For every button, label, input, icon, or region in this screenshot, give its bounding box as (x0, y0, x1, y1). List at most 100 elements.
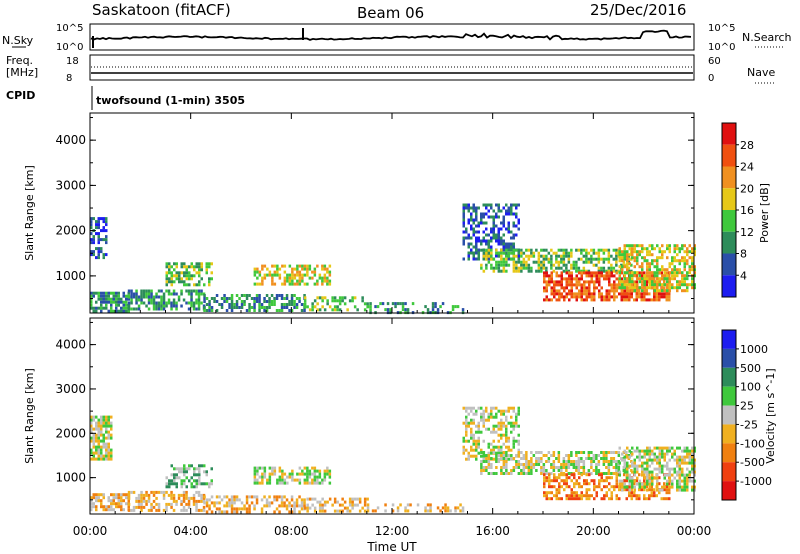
data-cell (100, 229, 103, 233)
data-cell (631, 476, 634, 480)
data-cell (102, 433, 105, 437)
data-cell (655, 494, 658, 498)
data-cell (673, 449, 676, 453)
data-cell (100, 306, 103, 310)
data-cell (593, 280, 596, 284)
data-cell (517, 254, 520, 258)
data-cell (256, 282, 259, 286)
data-cell (645, 292, 648, 296)
data-cell (691, 488, 694, 492)
data-cell (648, 476, 651, 480)
data-cell (517, 248, 520, 252)
data-cell (608, 283, 611, 287)
data-cell (668, 265, 671, 269)
data-cell (653, 274, 656, 278)
data-cell (552, 460, 556, 463)
data-cell (117, 291, 120, 295)
data-cell (558, 298, 561, 302)
data-cell (605, 274, 608, 278)
data-cell (638, 250, 641, 254)
data-cell (545, 257, 548, 261)
data-cell (301, 264, 304, 268)
data-cell (266, 478, 269, 482)
data-cell (628, 482, 631, 486)
data-cell (492, 209, 495, 213)
data-cell (618, 256, 621, 260)
data-cell (90, 436, 93, 440)
data-cell (485, 221, 488, 225)
data-cell (500, 236, 503, 240)
data-cell (105, 294, 108, 298)
data-cell (293, 300, 296, 303)
data-cell (190, 482, 193, 486)
data-cell (152, 298, 156, 302)
data-cell (275, 495, 279, 499)
data-cell (248, 303, 251, 306)
data-cell (343, 500, 347, 504)
nsky-line (90, 29, 692, 41)
data-cell (132, 505, 136, 509)
data-cell (600, 248, 603, 252)
data-cell (225, 495, 229, 499)
data-cell (298, 481, 302, 485)
data-cell (583, 292, 586, 296)
ytick-label: 3000 (55, 382, 86, 396)
data-cell (293, 501, 296, 505)
data-cell (256, 469, 259, 473)
data-cell (366, 302, 369, 306)
data-cell (510, 415, 513, 419)
data-cell (338, 302, 342, 306)
data-cell (633, 283, 636, 287)
data-cell (283, 264, 287, 268)
data-cell (558, 485, 561, 489)
data-cell (95, 300, 98, 304)
data-cell (105, 253, 108, 257)
data-cell (132, 292, 136, 296)
data-cell (308, 481, 312, 485)
data-cell (258, 306, 261, 309)
data-cell (593, 289, 596, 293)
data-cell (480, 448, 483, 452)
data-cell (198, 268, 201, 272)
data-cell (293, 507, 296, 511)
data-cell (580, 248, 583, 252)
data-cell (645, 485, 648, 489)
data-cell (678, 461, 681, 465)
data-cell (653, 491, 656, 495)
data-cell (475, 245, 478, 249)
data-cell (198, 470, 201, 474)
data-cell (568, 485, 571, 489)
data-cell (633, 485, 636, 489)
data-cell (495, 239, 498, 243)
data-cell (490, 206, 493, 210)
data-cell (115, 309, 118, 313)
data-cell (470, 224, 473, 228)
data-cell (268, 297, 271, 300)
data-cell (575, 454, 578, 457)
data-cell (582, 254, 586, 258)
data-cell (600, 271, 603, 275)
data-cell (172, 493, 176, 497)
data-cell (180, 508, 183, 512)
data-cell (585, 479, 588, 483)
data-cell (293, 282, 297, 286)
data-cell (384, 308, 387, 312)
data-cell (585, 257, 588, 261)
data-cell (271, 472, 274, 476)
data-cell (663, 271, 666, 275)
data-cell (613, 292, 616, 296)
ytick-label: 2000 (55, 426, 86, 440)
data-cell (663, 452, 666, 456)
data-cell (487, 442, 490, 446)
data-cell (240, 300, 244, 303)
data-cell (630, 497, 633, 501)
data-cell (361, 506, 364, 510)
data-cell (693, 464, 696, 468)
data-cell (90, 291, 93, 295)
data-cell (200, 464, 203, 468)
colorbar-swatch (722, 123, 736, 145)
data-cell (278, 495, 281, 499)
data-cell (597, 260, 601, 264)
data-cell (555, 488, 558, 492)
data-cell (273, 472, 277, 476)
